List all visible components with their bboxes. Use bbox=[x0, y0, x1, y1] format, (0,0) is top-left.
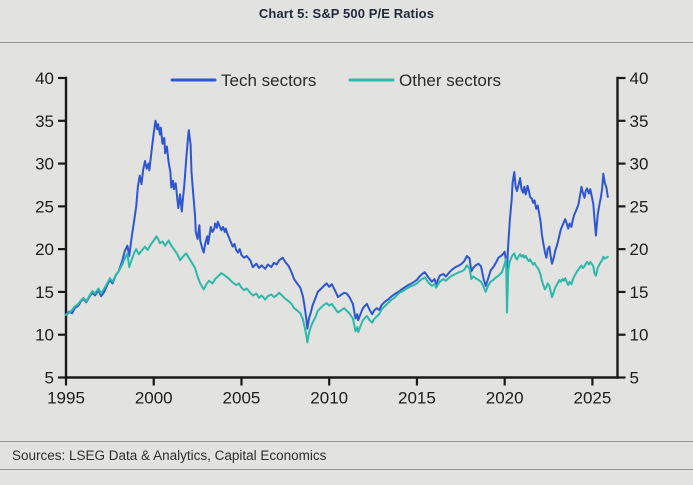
x-tick-label: 2025 bbox=[573, 389, 611, 408]
sources-text: Sources: LSEG Data & Analytics, Capital … bbox=[12, 448, 327, 463]
tech-sectors-line bbox=[65, 119, 609, 330]
y-tick-label-right: 20 bbox=[630, 240, 649, 259]
y-tick-label-left: 40 bbox=[35, 69, 54, 88]
y-tick-label-left: 5 bbox=[45, 369, 54, 388]
chart-legend: Tech sectors Other sectors bbox=[170, 71, 501, 90]
chart-title: Chart 5: S&P 500 P/E Ratios bbox=[258, 6, 435, 21]
y-tick-label-left: 15 bbox=[35, 283, 54, 302]
y-tick-label-left: 20 bbox=[35, 240, 54, 259]
y-tick-label-right: 5 bbox=[630, 369, 639, 388]
y-tick-label-right: 30 bbox=[630, 155, 649, 174]
y-tick-label-left: 10 bbox=[35, 326, 54, 345]
x-tick-label: 2020 bbox=[486, 389, 524, 408]
y-tick-label-left: 35 bbox=[35, 112, 54, 131]
other-sectors-line bbox=[65, 235, 609, 344]
y-tick-label-right: 40 bbox=[630, 69, 649, 88]
y-tick-label-right: 15 bbox=[630, 283, 649, 302]
x-tick-label: 2005 bbox=[223, 389, 261, 408]
x-tick-label: 2015 bbox=[398, 389, 436, 408]
sources-bar: Sources: LSEG Data & Analytics, Capital … bbox=[0, 441, 693, 470]
y-tick-label-left: 30 bbox=[35, 155, 54, 174]
legend-label-other: Other sectors bbox=[399, 71, 501, 90]
top-divider bbox=[0, 42, 693, 43]
y-tick-label-right: 10 bbox=[630, 326, 649, 345]
legend-label-tech: Tech sectors bbox=[221, 71, 316, 90]
x-tick-label: 2000 bbox=[135, 389, 173, 408]
y-tick-label-left: 25 bbox=[35, 197, 54, 216]
x-tick-label: 1995 bbox=[47, 389, 85, 408]
y-tick-label-right: 25 bbox=[630, 197, 649, 216]
y-tick-label-right: 35 bbox=[630, 112, 649, 131]
x-tick-label: 2010 bbox=[310, 389, 348, 408]
